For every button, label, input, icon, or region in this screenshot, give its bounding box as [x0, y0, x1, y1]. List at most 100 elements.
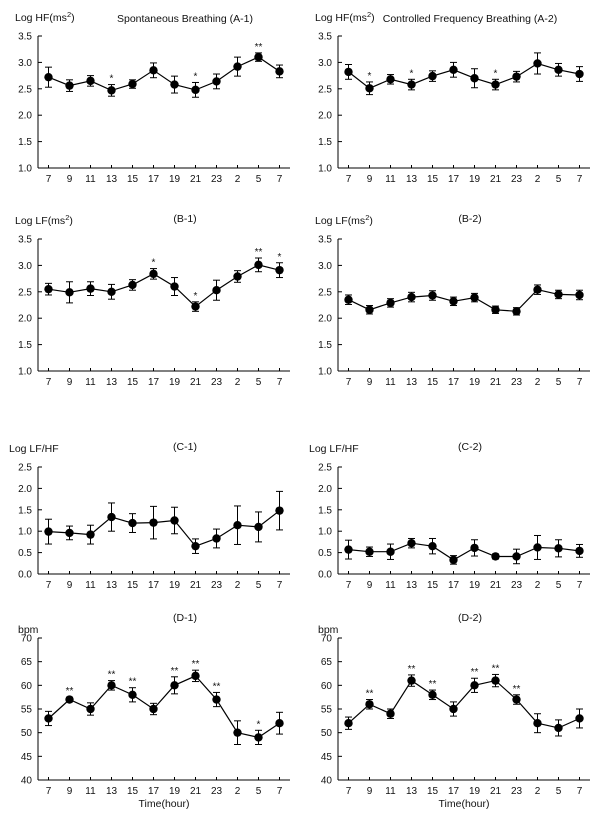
data-point [149, 518, 158, 527]
data-point [170, 80, 179, 89]
data-point [344, 719, 353, 728]
data-point [407, 538, 416, 548]
x-tick-label: 7 [346, 377, 352, 388]
data-point [65, 695, 74, 704]
data-point [428, 71, 437, 81]
x-tick-label: 23 [211, 786, 223, 797]
series-line [48, 56, 280, 92]
x-tick-label: 13 [106, 580, 118, 591]
significance-marker: ** [108, 670, 116, 681]
panel-b-2: 1.01.52.02.53.03.57 9 11 13 15 17 19 21 23 2 5 7(B-… [315, 213, 590, 388]
y-tick-label: 1.5 [318, 137, 332, 148]
x-tick-label: 5 [256, 377, 262, 388]
significance-marker: * [110, 74, 114, 85]
significance-marker: * [194, 71, 198, 82]
data-point [491, 305, 500, 314]
x-tick-label: 15 [427, 174, 439, 185]
x-tick-label: 19 [469, 174, 481, 185]
x-tick-label: 9 [367, 786, 373, 797]
data-point [275, 265, 284, 275]
x-tick-label: 11 [385, 580, 396, 591]
x-tick-label: 17 [148, 580, 160, 591]
x-tick-label: 7 [46, 786, 52, 797]
y-tick-label: 2.0 [318, 314, 332, 325]
y-tick-label: 65 [321, 657, 333, 668]
data-point [275, 67, 284, 76]
x-tick-label: 13 [406, 580, 418, 591]
significance-marker: ** [192, 659, 200, 670]
x-tick-label: 13 [406, 377, 418, 388]
significance-marker: ** [492, 663, 500, 674]
data-point [386, 75, 395, 84]
data-point [491, 80, 500, 89]
x-tick-label: 2 [535, 377, 541, 388]
data-point [386, 547, 395, 556]
x-tick-label: 5 [556, 377, 562, 388]
data-point [512, 552, 521, 561]
x-tick-label: 15 [427, 377, 439, 388]
data-point [44, 527, 53, 536]
series-line [348, 679, 580, 729]
y-axis-label: Log LF(ms2) [315, 213, 373, 227]
x-tick-label: 7 [577, 786, 583, 797]
x-tick-label: 9 [367, 580, 373, 591]
y-tick-label: 3.0 [18, 261, 32, 272]
x-axis-label: Time(hour) [439, 798, 490, 810]
data-point [254, 733, 263, 742]
y-tick-label: 1.0 [18, 527, 32, 538]
y-tick-label: 3.0 [318, 58, 332, 69]
x-tick-label: 23 [211, 580, 223, 591]
significance-marker: * [194, 291, 198, 302]
data-point [428, 541, 437, 551]
data-point [275, 506, 284, 515]
data-point [449, 555, 458, 565]
x-tick-label: 21 [190, 580, 202, 591]
x-tick-label: 17 [448, 377, 460, 388]
y-tick-label: 3.5 [18, 235, 32, 246]
y-tick-label: 1.5 [318, 505, 332, 516]
series-line [348, 289, 580, 312]
x-tick-label: 7 [346, 786, 352, 797]
y-tick-label: 40 [21, 776, 33, 787]
data-point [575, 69, 584, 79]
x-tick-label: 11 [385, 377, 396, 388]
y-tick-label: 0.5 [18, 548, 32, 559]
data-point [233, 521, 242, 530]
significance-marker: * [278, 252, 282, 263]
x-tick-label: 5 [556, 580, 562, 591]
x-tick-label: 9 [67, 174, 73, 185]
y-tick-label: 3.5 [318, 235, 332, 246]
x-tick-label: 21 [190, 377, 202, 388]
data-point [191, 85, 200, 95]
data-point [512, 695, 521, 704]
data-point [491, 552, 500, 561]
x-tick-label: 11 [85, 580, 96, 591]
x-tick-label: 13 [106, 786, 118, 797]
data-point [149, 66, 158, 75]
data-point [191, 541, 200, 551]
x-tick-label: 7 [346, 174, 352, 185]
x-tick-label: 19 [169, 786, 181, 797]
data-point [254, 260, 263, 270]
data-point [533, 719, 542, 728]
data-point [107, 512, 116, 522]
data-point [275, 719, 284, 728]
data-point [212, 286, 221, 295]
x-tick-label: 19 [469, 786, 481, 797]
significance-marker: ** [255, 247, 263, 258]
x-tick-label: 17 [148, 174, 160, 185]
data-point [575, 714, 584, 723]
x-tick-label: 13 [406, 174, 418, 185]
y-tick-label: 45 [321, 752, 333, 763]
x-tick-label: 2 [235, 786, 241, 797]
x-tick-label: 19 [169, 377, 181, 388]
x-tick-label: 23 [211, 174, 223, 185]
y-tick-label: 2.0 [318, 111, 332, 122]
data-point [449, 704, 458, 714]
x-tick-label: 15 [127, 786, 139, 797]
panel-title: (B-2) [458, 213, 481, 225]
x-tick-label: 13 [106, 174, 118, 185]
y-axis-label: bpm [318, 624, 339, 636]
